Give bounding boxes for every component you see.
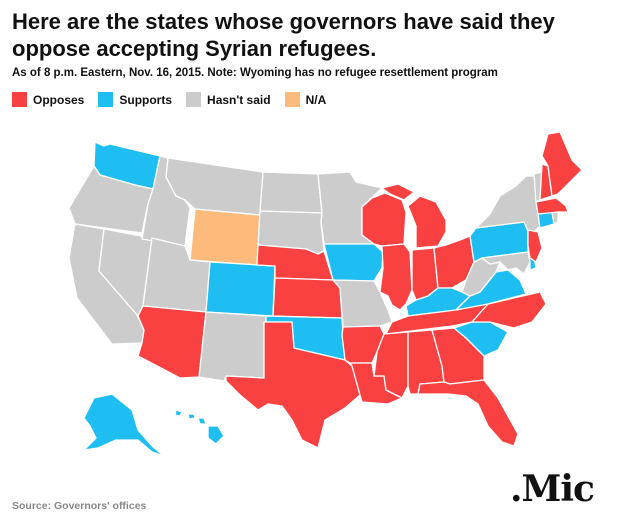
state-ME — [541, 131, 583, 197]
state-IL — [379, 243, 413, 311]
state-IA — [323, 243, 384, 282]
state-FL — [417, 379, 519, 447]
legend-swatch-na — [284, 92, 300, 107]
state-ND — [259, 171, 323, 214]
legend-swatch-opposes — [12, 92, 27, 107]
state-AZ — [137, 305, 207, 379]
legend: Opposes Supports Hasn't said N/A — [12, 92, 340, 107]
state-NJ — [527, 229, 543, 263]
state-NM — [198, 311, 267, 382]
state-WY — [189, 208, 261, 266]
legend-item-na: N/A — [284, 92, 327, 107]
legend-item-opposes: Opposes — [12, 92, 84, 107]
state-CO — [205, 261, 276, 317]
legend-item-supports: Supports — [98, 92, 172, 107]
legend-item-unknown: Hasn't said — [186, 92, 271, 107]
source-note: Source: Governors' offices — [12, 500, 147, 512]
mic-logo: .Mic — [510, 468, 595, 510]
legend-label-unknown: Hasn't said — [207, 92, 271, 107]
legend-label-na: N/A — [305, 92, 327, 107]
state-MI — [381, 183, 447, 249]
state-AK — [83, 393, 165, 457]
legend-label-opposes: Opposes — [33, 92, 85, 107]
state-WI — [361, 192, 407, 247]
page-title: Here are the states whose governors have… — [12, 9, 555, 61]
map-subtitle: As of 8 p.m. Eastern, Nov. 16, 2015. Not… — [12, 67, 498, 79]
legend-swatch-unknown — [186, 92, 202, 107]
state-HI — [174, 409, 225, 445]
state-KS — [272, 277, 343, 319]
legend-label-supports: Supports — [119, 92, 173, 107]
state-MA — [535, 197, 569, 215]
legend-swatch-supports — [98, 92, 114, 107]
state-TX — [225, 321, 361, 449]
